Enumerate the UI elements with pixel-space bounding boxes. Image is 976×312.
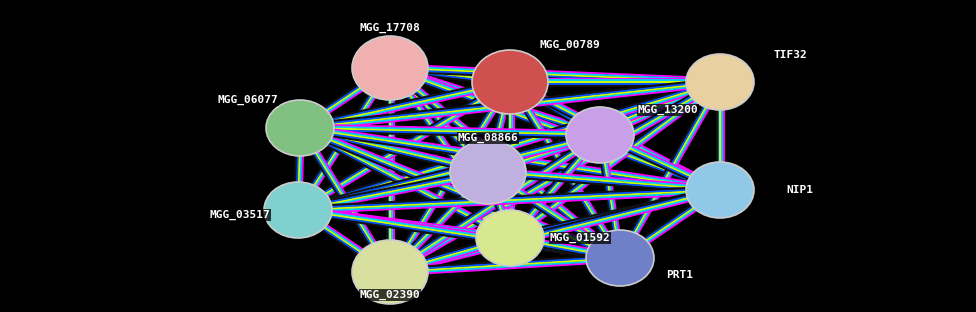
Text: MGG_17708: MGG_17708 [359, 23, 421, 33]
Ellipse shape [686, 54, 754, 110]
Text: MGG_02390: MGG_02390 [359, 290, 421, 300]
Ellipse shape [266, 100, 334, 156]
Ellipse shape [264, 182, 332, 238]
Ellipse shape [686, 162, 754, 218]
Ellipse shape [586, 230, 654, 286]
Ellipse shape [352, 36, 428, 100]
Ellipse shape [352, 240, 428, 304]
Text: MGG_03517: MGG_03517 [210, 210, 270, 220]
Ellipse shape [472, 50, 548, 114]
Ellipse shape [450, 140, 526, 204]
Ellipse shape [566, 107, 634, 163]
Text: PRT1: PRT1 [667, 270, 694, 280]
Ellipse shape [476, 210, 544, 266]
Text: NIP1: NIP1 [787, 185, 814, 195]
Text: MGG_00789: MGG_00789 [540, 40, 600, 50]
Text: MGG_13200: MGG_13200 [637, 105, 699, 115]
Text: MGG_08866: MGG_08866 [458, 133, 518, 143]
Text: TIF32: TIF32 [773, 50, 807, 60]
Text: MGG_06077: MGG_06077 [218, 95, 278, 105]
Text: MGG_01592: MGG_01592 [549, 233, 610, 243]
